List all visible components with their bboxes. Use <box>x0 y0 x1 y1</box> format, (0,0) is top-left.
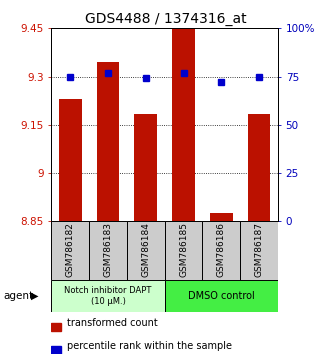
Bar <box>59 99 81 221</box>
Text: DMSO control: DMSO control <box>188 291 255 301</box>
Bar <box>51 280 165 312</box>
Bar <box>51 347 61 354</box>
Bar <box>172 23 195 221</box>
Text: GDS4488 / 1374316_at: GDS4488 / 1374316_at <box>85 12 246 27</box>
Text: percentile rank within the sample: percentile rank within the sample <box>67 341 232 351</box>
Text: GSM786183: GSM786183 <box>104 222 113 277</box>
Bar <box>51 221 89 280</box>
Text: agent: agent <box>3 291 33 301</box>
Bar <box>89 221 127 280</box>
Bar <box>210 213 233 221</box>
Text: GSM786182: GSM786182 <box>66 222 75 277</box>
Text: GSM786186: GSM786186 <box>217 222 226 277</box>
Bar <box>134 114 157 221</box>
Bar <box>51 324 61 331</box>
Text: GSM786184: GSM786184 <box>141 222 150 277</box>
Text: transformed count: transformed count <box>67 318 158 328</box>
Text: GSM786187: GSM786187 <box>255 222 264 277</box>
Bar <box>203 221 240 280</box>
Bar <box>127 221 165 280</box>
Text: GSM786185: GSM786185 <box>179 222 188 277</box>
Bar <box>165 221 203 280</box>
Bar <box>248 114 270 221</box>
Bar <box>165 280 278 312</box>
Bar <box>97 62 119 221</box>
Text: Notch inhibitor DAPT
(10 μM.): Notch inhibitor DAPT (10 μM.) <box>64 286 152 306</box>
Bar <box>240 221 278 280</box>
Text: ▶: ▶ <box>31 291 38 301</box>
